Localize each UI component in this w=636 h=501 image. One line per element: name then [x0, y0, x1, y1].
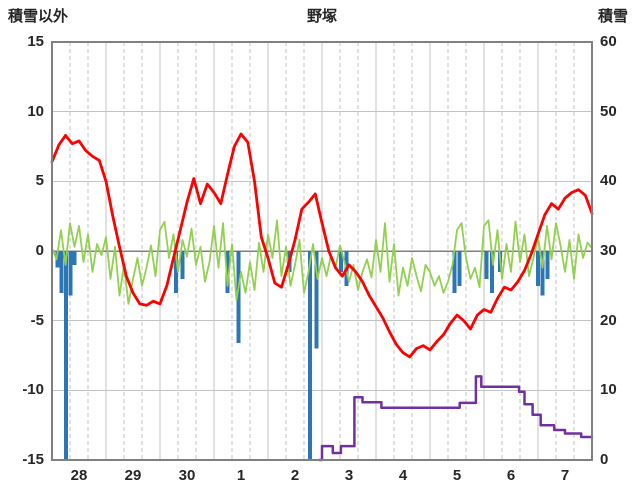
y-left-tick-label: 10	[27, 102, 44, 120]
chart-title: 野塚	[306, 8, 337, 25]
y-left-tick-label: -10	[22, 381, 44, 399]
y-left-tick-label: 15	[27, 33, 44, 50]
y-left-tick-label: -15	[22, 451, 44, 468]
x-tick-label: 30	[178, 467, 196, 484]
x-tick-label: 6	[506, 467, 516, 484]
x-tick-label: 7	[560, 467, 570, 484]
y-right-tick-label: 10	[600, 381, 617, 399]
x-tick-label: 28	[70, 467, 88, 484]
x-tick-label: 1	[236, 467, 246, 484]
y-right-tick-label: 0	[600, 451, 609, 468]
y-right-tick-label: 20	[600, 311, 617, 329]
y-left-tick-label: -5	[30, 311, 44, 329]
left-axis-title: 積雪以外	[8, 8, 69, 25]
x-tick-label: 5	[452, 467, 462, 484]
y-right-tick-label: 40	[600, 172, 617, 190]
x-tick-label: 2	[290, 467, 300, 484]
y-left-tick-label: 5	[35, 172, 44, 190]
y-left-tick-label: 0	[35, 242, 44, 259]
y-right-tick-label: 60	[600, 33, 617, 50]
y-right-tick-label: 50	[600, 102, 617, 120]
right-axis-title: 積雪	[597, 8, 628, 25]
x-tick-label: 3	[344, 467, 354, 484]
x-tick-label: 29	[124, 467, 142, 484]
y-right-tick-label: 30	[600, 242, 617, 259]
x-tick-label: 4	[398, 467, 408, 484]
